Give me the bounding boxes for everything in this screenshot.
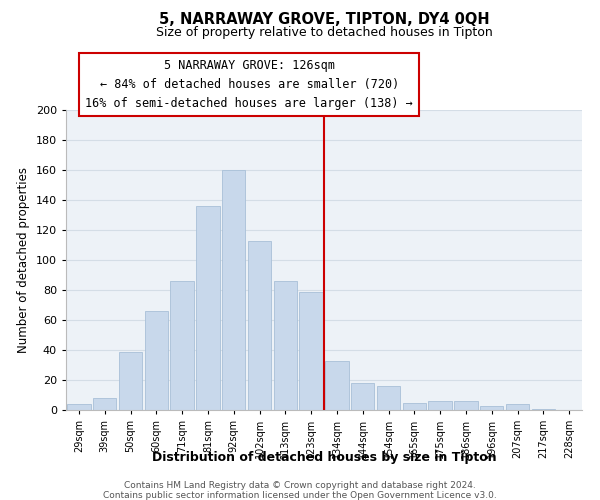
Bar: [351, 383, 374, 410]
Bar: [454, 401, 478, 410]
Bar: [93, 398, 116, 410]
Bar: [170, 281, 194, 410]
Text: 5 NARRAWAY GROVE: 126sqm
← 84% of detached houses are smaller (720)
16% of semi-: 5 NARRAWAY GROVE: 126sqm ← 84% of detach…: [85, 59, 413, 110]
Text: Contains HM Land Registry data © Crown copyright and database right 2024.: Contains HM Land Registry data © Crown c…: [124, 482, 476, 490]
Text: Distribution of detached houses by size in Tipton: Distribution of detached houses by size …: [152, 451, 496, 464]
Bar: [274, 281, 297, 410]
Bar: [299, 292, 323, 410]
Y-axis label: Number of detached properties: Number of detached properties: [17, 167, 30, 353]
Bar: [428, 401, 452, 410]
Text: Contains public sector information licensed under the Open Government Licence v3: Contains public sector information licen…: [103, 490, 497, 500]
Text: Size of property relative to detached houses in Tipton: Size of property relative to detached ho…: [155, 26, 493, 39]
Bar: [119, 352, 142, 410]
Bar: [196, 206, 220, 410]
Bar: [506, 404, 529, 410]
Text: 5, NARRAWAY GROVE, TIPTON, DY4 0QH: 5, NARRAWAY GROVE, TIPTON, DY4 0QH: [158, 12, 490, 28]
Bar: [145, 311, 168, 410]
Bar: [480, 406, 503, 410]
Bar: [248, 240, 271, 410]
Bar: [67, 404, 91, 410]
Bar: [325, 360, 349, 410]
Bar: [222, 170, 245, 410]
Bar: [403, 402, 426, 410]
Bar: [377, 386, 400, 410]
Bar: [532, 408, 555, 410]
